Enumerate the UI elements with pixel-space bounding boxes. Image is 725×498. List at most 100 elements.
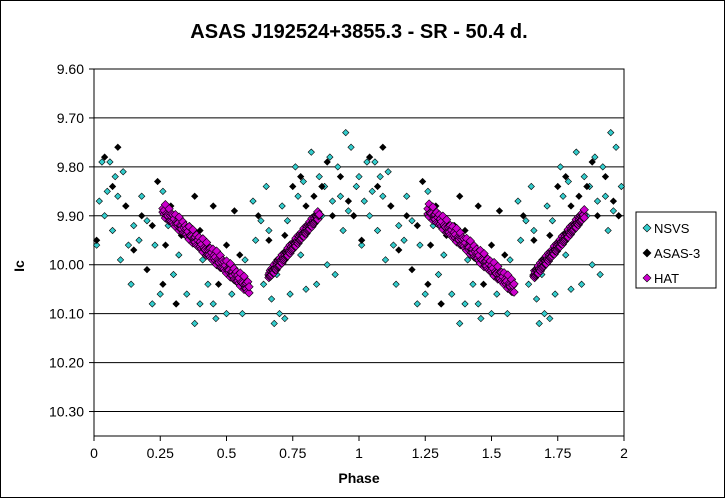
nsvs-point <box>524 280 533 288</box>
y-tick-label: 10.20 <box>49 355 84 371</box>
nsvs-point <box>275 310 284 318</box>
nsvs-point <box>487 310 496 318</box>
x-tick-label: 0.75 <box>279 445 306 461</box>
legend-box <box>635 211 717 289</box>
asas-3-point <box>593 212 602 220</box>
asas-3-point <box>130 246 138 254</box>
nsvs-point <box>138 192 146 200</box>
nsvs-point <box>381 256 390 264</box>
nsvs-point <box>336 192 345 200</box>
asas-3-point <box>373 182 382 191</box>
nsvs-point <box>130 221 138 230</box>
nsvs-point <box>281 314 289 323</box>
nsvs-point <box>270 319 278 328</box>
nsvs-point <box>151 241 159 249</box>
asas-3-point <box>254 212 262 220</box>
nsvs-point <box>93 241 101 249</box>
asas-3-point <box>413 221 421 230</box>
asas-3-point <box>408 266 416 274</box>
nsvs-point <box>368 187 376 195</box>
nsvs-point <box>371 158 379 166</box>
asas-3-point <box>387 202 395 210</box>
nsvs-point <box>135 236 143 244</box>
plot-area <box>93 68 625 437</box>
nsvs-point <box>464 256 472 264</box>
nsvs-point <box>323 261 331 269</box>
asas-3-point <box>214 280 223 288</box>
asas-3-point <box>358 236 366 244</box>
nsvs-point <box>342 128 350 137</box>
y-tick-label: 9.60 <box>57 61 84 77</box>
asas-3-point <box>236 251 244 259</box>
x-tick-label: 1.75 <box>544 445 571 461</box>
nsvs-point <box>100 212 109 220</box>
hat-point <box>579 213 589 223</box>
asas-3-point <box>172 300 180 308</box>
data-points <box>93 128 625 328</box>
asas-3-point <box>265 236 273 244</box>
asas-3-point <box>583 182 591 191</box>
nsvs-point <box>392 280 400 288</box>
nsvs-point <box>543 202 551 210</box>
nsvs-point <box>400 236 408 244</box>
nsvs-point <box>169 270 178 279</box>
nsvs-point <box>591 153 599 161</box>
asas-3-point <box>318 182 326 191</box>
asas-3-point <box>474 202 482 210</box>
asas-3-point <box>562 173 570 181</box>
nsvs-point <box>286 290 294 298</box>
nsvs-point <box>365 212 374 220</box>
asas-3-point <box>328 212 337 220</box>
nsvs-point <box>106 158 114 166</box>
nsvs-point <box>413 300 421 308</box>
asas-3-point <box>519 212 527 220</box>
nsvs-point <box>143 217 151 225</box>
asas-3-point <box>403 212 411 220</box>
asas-3-point <box>289 182 297 191</box>
asas-3-point <box>567 202 575 210</box>
nsvs-point <box>259 280 268 288</box>
nsvs-point <box>360 197 368 205</box>
asas-3-point <box>222 241 231 249</box>
nsvs-point <box>593 197 602 205</box>
x-tick-label: 0.25 <box>147 445 174 461</box>
nsvs-point <box>562 251 570 259</box>
asas-3-point <box>281 231 289 239</box>
nsvs-point <box>98 158 106 166</box>
nsvs-point <box>532 295 541 303</box>
asas-3-point <box>302 202 310 210</box>
nsvs-point <box>469 280 477 288</box>
asas-3-point <box>609 197 618 205</box>
nsvs-point <box>204 280 212 288</box>
asas-3-point <box>395 246 403 254</box>
nsvs-point <box>127 280 135 288</box>
nsvs-point <box>262 182 270 191</box>
nsvs-point <box>363 158 371 166</box>
x-tick-label: 1.25 <box>412 445 439 461</box>
asas-3-point <box>575 192 583 200</box>
nsvs-point <box>389 241 398 249</box>
hat-point <box>244 282 254 292</box>
nsvs-point <box>265 226 273 235</box>
x-tick-label: 0 <box>90 445 98 461</box>
nsvs-point <box>196 300 204 308</box>
nsvs-point <box>572 148 580 156</box>
nsvs-point <box>376 173 384 181</box>
asas-3-point <box>100 153 109 161</box>
nsvs-point <box>312 280 321 288</box>
hat-point <box>244 288 254 298</box>
nsvs-point <box>315 173 323 181</box>
asas-3-point <box>297 173 305 181</box>
asas-3-point <box>479 280 488 288</box>
nsvs-point <box>477 314 485 323</box>
nsvs-point <box>302 285 310 293</box>
x-axis-label: Phase <box>338 470 379 486</box>
hat-point <box>475 245 485 256</box>
nsvs-point <box>384 168 392 176</box>
nsvs-point <box>448 290 456 298</box>
y-tick-label: 10.00 <box>49 257 84 273</box>
nsvs-point <box>530 226 538 235</box>
nsvs-point <box>209 300 217 308</box>
nsvs-point <box>548 217 557 225</box>
